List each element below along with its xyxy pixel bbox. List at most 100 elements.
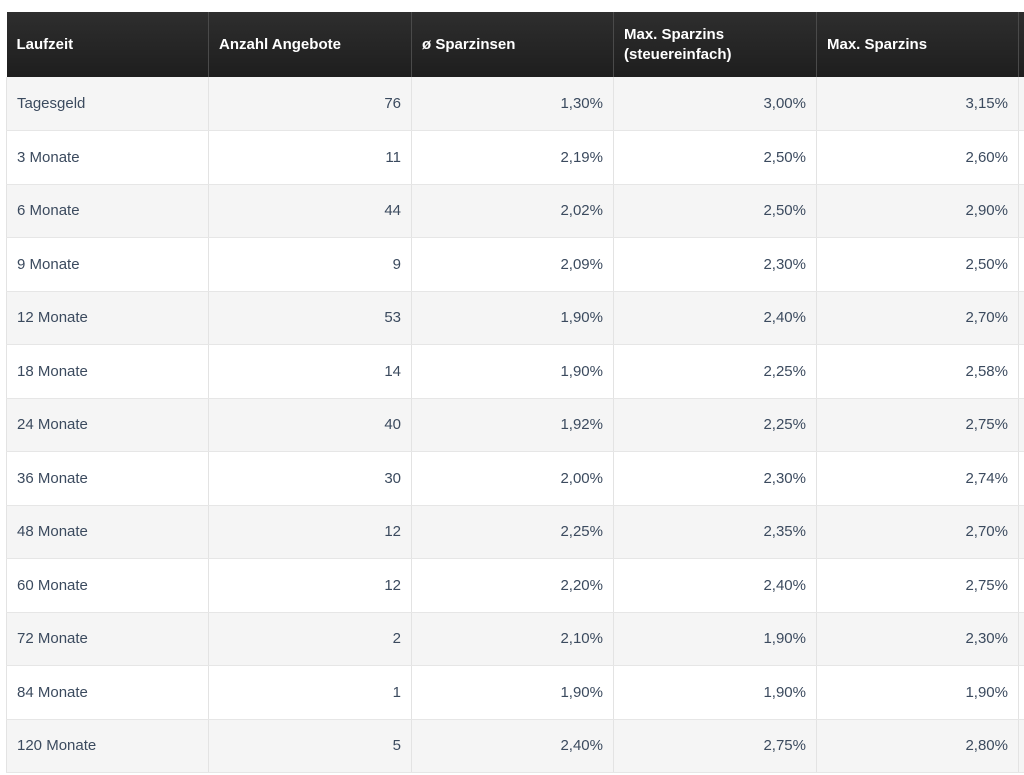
cell-max-sparzins: 2,30%	[816, 612, 1019, 666]
header-extra	[1018, 12, 1024, 77]
cell-extra	[1018, 665, 1024, 720]
header-max-sparzins[interactable]: Max. Sparzins	[816, 12, 1019, 77]
cell-laufzeit: 3 Monate	[6, 130, 209, 185]
cell-anzahl-angebote: 1	[208, 665, 412, 720]
cell-max-sparzins-steuereinfach: 2,35%	[613, 505, 817, 559]
cell-max-sparzins-steuereinfach: 2,40%	[613, 291, 817, 345]
savings-rates-table: Laufzeit Anzahl Angebote ø Sparzinsen Ma…	[6, 12, 1024, 773]
header-anzahl-angebote[interactable]: Anzahl Angebote	[208, 12, 412, 77]
cell-anzahl-angebote: 76	[208, 77, 412, 131]
cell-laufzeit: 18 Monate	[6, 344, 209, 399]
table-row: 12 Monate 53 1,90% 2,40% 2,70%	[6, 291, 1024, 345]
cell-max-sparzins-steuereinfach: 2,75%	[613, 719, 817, 773]
cell-extra	[1018, 184, 1024, 238]
savings-rates-table-container: Laufzeit Anzahl Angebote ø Sparzinsen Ma…	[6, 12, 1024, 773]
cell-avg-sparzinsen: 2,25%	[411, 505, 614, 559]
header-avg-sparzinsen[interactable]: ø Sparzinsen	[411, 12, 614, 77]
cell-anzahl-angebote: 44	[208, 184, 412, 238]
table-row: 6 Monate 44 2,02% 2,50% 2,90%	[6, 184, 1024, 238]
cell-extra	[1018, 398, 1024, 452]
cell-avg-sparzinsen: 1,90%	[411, 344, 614, 399]
cell-max-sparzins: 2,74%	[816, 451, 1019, 506]
cell-max-sparzins-steuereinfach: 2,50%	[613, 184, 817, 238]
cell-max-sparzins: 1,90%	[816, 665, 1019, 720]
cell-max-sparzins-steuereinfach: 2,25%	[613, 398, 817, 452]
cell-laufzeit: 6 Monate	[6, 184, 209, 238]
cell-extra	[1018, 505, 1024, 559]
cell-laufzeit: 36 Monate	[6, 451, 209, 506]
cell-avg-sparzinsen: 2,10%	[411, 612, 614, 666]
cell-anzahl-angebote: 11	[208, 130, 412, 185]
cell-max-sparzins: 2,60%	[816, 130, 1019, 185]
cell-anzahl-angebote: 9	[208, 237, 412, 292]
cell-max-sparzins: 2,70%	[816, 291, 1019, 345]
table-row: 24 Monate 40 1,92% 2,25% 2,75%	[6, 398, 1024, 452]
cell-anzahl-angebote: 30	[208, 451, 412, 506]
cell-max-sparzins-steuereinfach: 2,30%	[613, 237, 817, 292]
table-row: 120 Monate 5 2,40% 2,75% 2,80%	[6, 719, 1024, 773]
cell-max-sparzins-steuereinfach: 2,40%	[613, 558, 817, 613]
cell-avg-sparzinsen: 2,02%	[411, 184, 614, 238]
header-max-sparzins-steuereinfach[interactable]: Max. Sparzins (steuereinfach)	[613, 12, 817, 77]
cell-laufzeit: 24 Monate	[6, 398, 209, 452]
cell-avg-sparzinsen: 2,09%	[411, 237, 614, 292]
table-body: Tagesgeld 76 1,30% 3,00% 3,15% 3 Monate 11 2,19…	[6, 77, 1024, 773]
cell-avg-sparzinsen: 1,30%	[411, 77, 614, 131]
cell-max-sparzins: 2,58%	[816, 344, 1019, 399]
cell-anzahl-angebote: 40	[208, 398, 412, 452]
cell-extra	[1018, 77, 1024, 131]
table-row: 48 Monate 12 2,25% 2,35% 2,70%	[6, 505, 1024, 559]
cell-anzahl-angebote: 5	[208, 719, 412, 773]
cell-laufzeit: 12 Monate	[6, 291, 209, 345]
cell-max-sparzins: 2,80%	[816, 719, 1019, 773]
cell-anzahl-angebote: 2	[208, 612, 412, 666]
cell-extra	[1018, 719, 1024, 773]
cell-laufzeit: 9 Monate	[6, 237, 209, 292]
cell-anzahl-angebote: 53	[208, 291, 412, 345]
table-row: 84 Monate 1 1,90% 1,90% 1,90%	[6, 665, 1024, 720]
cell-extra	[1018, 451, 1024, 506]
cell-anzahl-angebote: 14	[208, 344, 412, 399]
cell-avg-sparzinsen: 1,90%	[411, 665, 614, 720]
cell-max-sparzins-steuereinfach: 2,25%	[613, 344, 817, 399]
cell-laufzeit: 84 Monate	[6, 665, 209, 720]
header-laufzeit[interactable]: Laufzeit	[6, 12, 209, 77]
cell-avg-sparzinsen: 2,40%	[411, 719, 614, 773]
cell-avg-sparzinsen: 2,20%	[411, 558, 614, 613]
cell-extra	[1018, 558, 1024, 613]
table-row: 3 Monate 11 2,19% 2,50% 2,60%	[6, 130, 1024, 185]
cell-laufzeit: 60 Monate	[6, 558, 209, 613]
cell-max-sparzins: 2,50%	[816, 237, 1019, 292]
cell-laufzeit: Tagesgeld	[6, 77, 209, 131]
cell-max-sparzins: 2,90%	[816, 184, 1019, 238]
cell-anzahl-angebote: 12	[208, 505, 412, 559]
cell-max-sparzins-steuereinfach: 2,50%	[613, 130, 817, 185]
cell-max-sparzins-steuereinfach: 1,90%	[613, 612, 817, 666]
cell-laufzeit: 72 Monate	[6, 612, 209, 666]
header-row: Laufzeit Anzahl Angebote ø Sparzinsen Ma…	[6, 12, 1024, 77]
cell-avg-sparzinsen: 2,19%	[411, 130, 614, 185]
cell-extra	[1018, 291, 1024, 345]
cell-laufzeit: 120 Monate	[6, 719, 209, 773]
cell-max-sparzins: 3,15%	[816, 77, 1019, 131]
table-row: Tagesgeld 76 1,30% 3,00% 3,15%	[6, 77, 1024, 131]
cell-extra	[1018, 130, 1024, 185]
table-row: 9 Monate 9 2,09% 2,30% 2,50%	[6, 237, 1024, 292]
cell-max-sparzins: 2,75%	[816, 398, 1019, 452]
cell-avg-sparzinsen: 1,90%	[411, 291, 614, 345]
cell-max-sparzins: 2,70%	[816, 505, 1019, 559]
table-header: Laufzeit Anzahl Angebote ø Sparzinsen Ma…	[6, 12, 1024, 77]
table-row: 18 Monate 14 1,90% 2,25% 2,58%	[6, 344, 1024, 399]
cell-max-sparzins-steuereinfach: 1,90%	[613, 665, 817, 720]
cell-max-sparzins: 2,75%	[816, 558, 1019, 613]
cell-anzahl-angebote: 12	[208, 558, 412, 613]
table-row: 60 Monate 12 2,20% 2,40% 2,75%	[6, 558, 1024, 613]
cell-avg-sparzinsen: 2,00%	[411, 451, 614, 506]
table-row: 36 Monate 30 2,00% 2,30% 2,74%	[6, 451, 1024, 506]
cell-extra	[1018, 344, 1024, 399]
cell-max-sparzins-steuereinfach: 2,30%	[613, 451, 817, 506]
cell-max-sparzins-steuereinfach: 3,00%	[613, 77, 817, 131]
cell-extra	[1018, 237, 1024, 292]
cell-avg-sparzinsen: 1,92%	[411, 398, 614, 452]
table-row: 72 Monate 2 2,10% 1,90% 2,30%	[6, 612, 1024, 666]
